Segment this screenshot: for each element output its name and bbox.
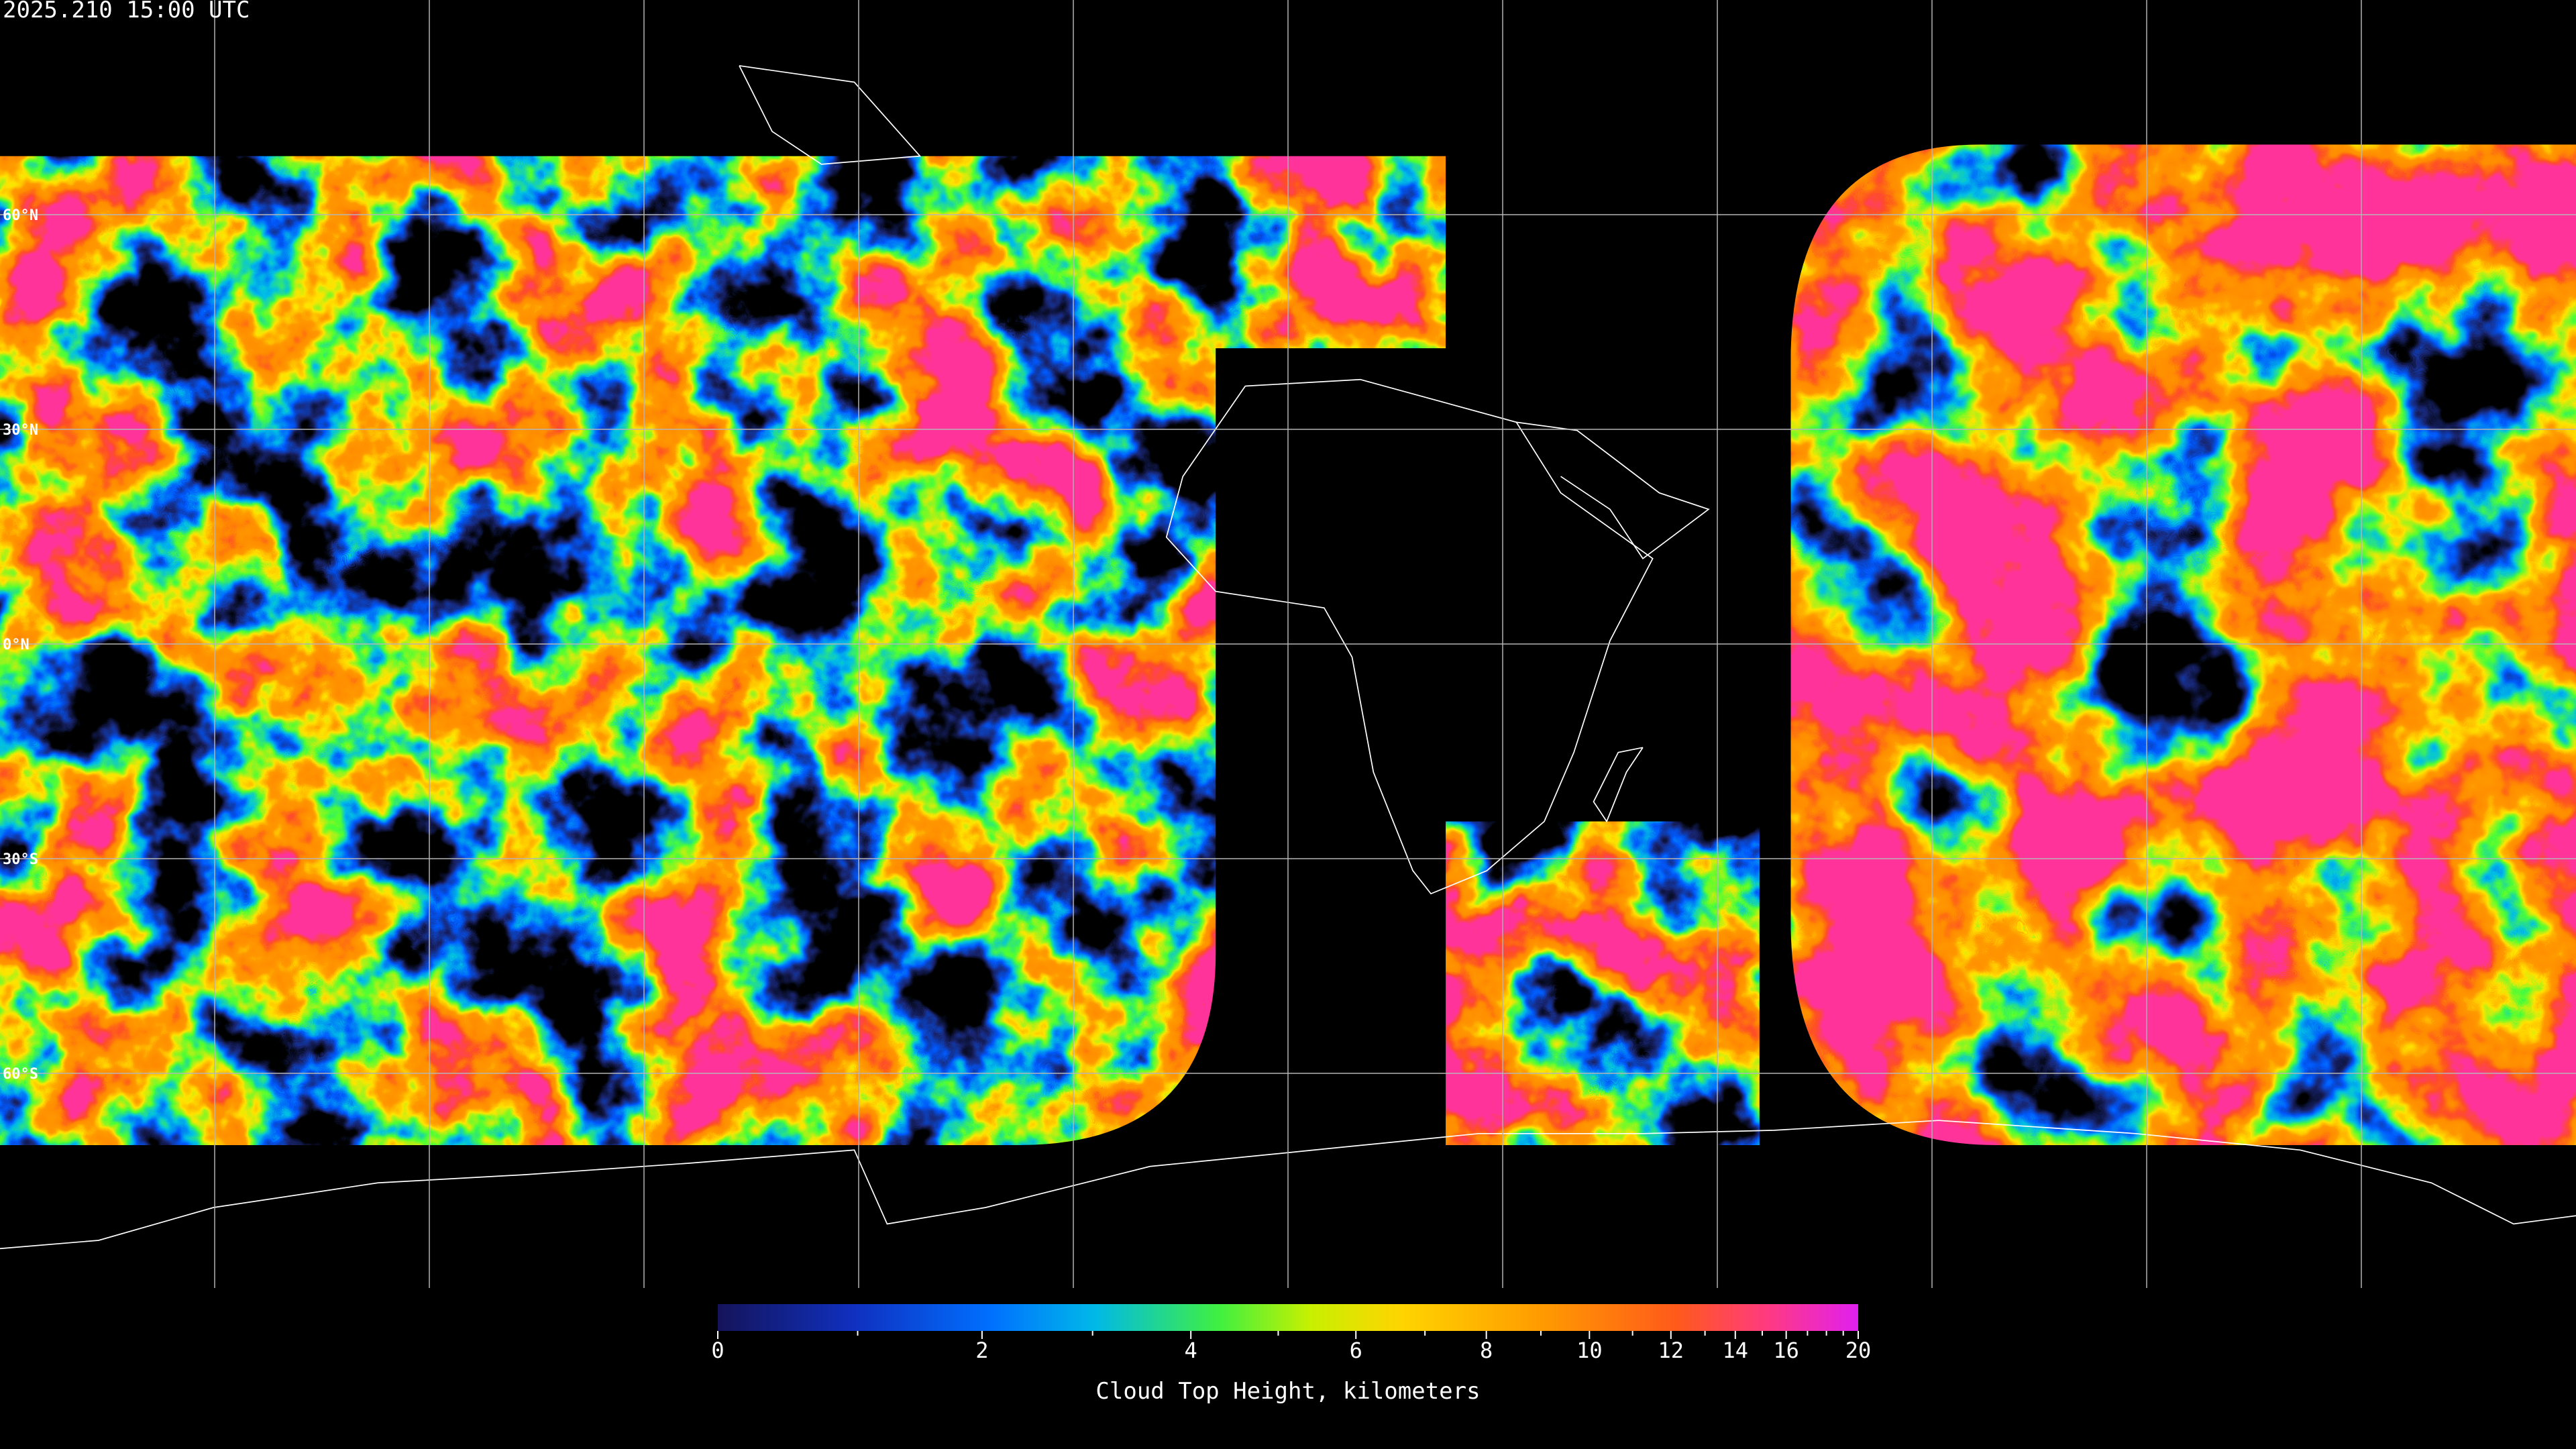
satellite-west [0,156,1446,1145]
timestamp: 2025.210 15:00 UTC [3,0,250,23]
colorbar-tick-label: 16 [1773,1338,1799,1363]
satellite-center [1446,821,1760,1145]
colorbar-tick-label: 12 [1658,1338,1684,1363]
colorbar-tick-label: 10 [1576,1338,1603,1363]
coastlines [0,65,2576,1250]
satellite-east [1790,144,2576,1145]
lat-label: 60°S [3,1066,38,1083]
lat-label: 30°N [3,422,38,439]
colorbar-label: Cloud Top Height, kilometers [1095,1378,1480,1405]
colorbar-tick-label: 4 [1185,1338,1197,1363]
lat-label: 30°S [3,851,38,868]
colorbar-tick-label: 6 [1350,1338,1362,1363]
graticule [0,0,2576,1288]
colorbar-tick-label: 14 [1723,1338,1749,1363]
lat-label: 0°N [3,637,30,653]
colorbar-tick-label: 20 [1845,1338,1872,1363]
map [0,0,2576,1288]
lat-label: 60°N [3,207,38,224]
colorbar [718,1304,1858,1331]
colorbar-tick-label: 2 [975,1338,988,1363]
colorbar-tick-label: 8 [1480,1338,1493,1363]
colorbar-tick-label: 0 [711,1338,724,1363]
